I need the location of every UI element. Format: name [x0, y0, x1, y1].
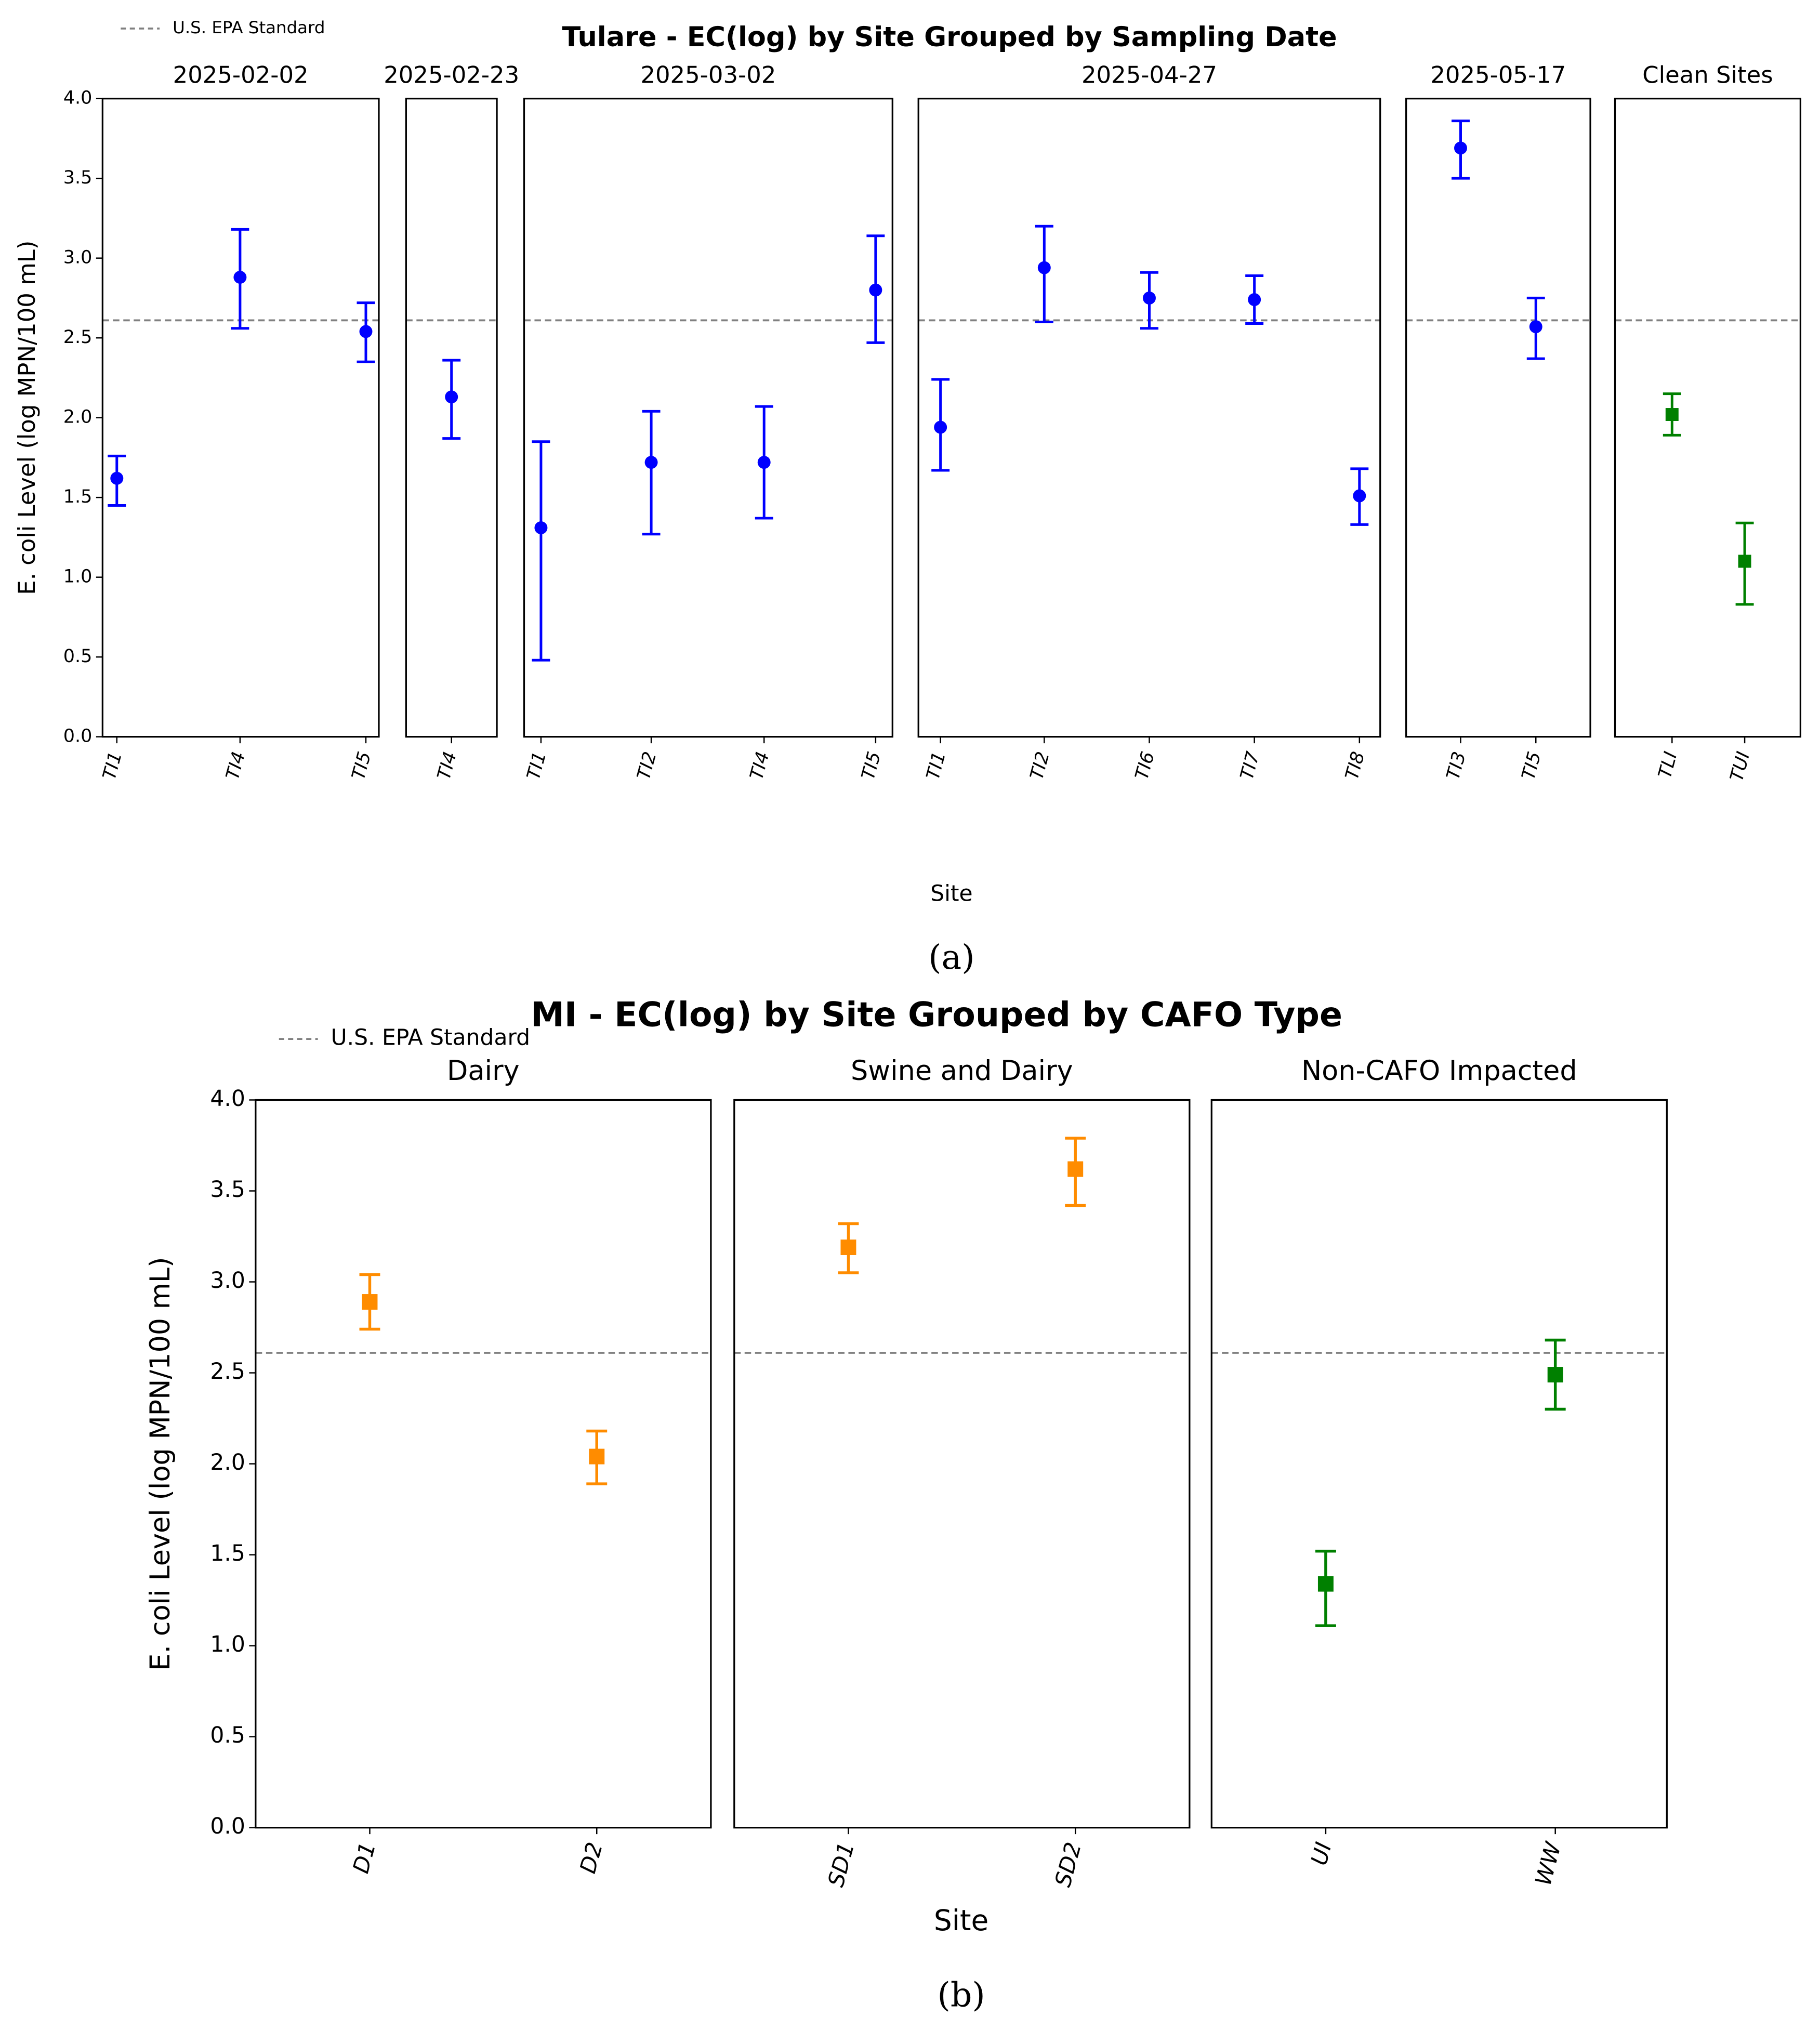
- y-tick-label: 4.0: [63, 88, 93, 109]
- panel-frame: [917, 98, 1381, 738]
- x-tick-label: TI1: [922, 749, 950, 782]
- y-tick-label: 1.0: [210, 1632, 245, 1657]
- y-tick-label: 1.0: [63, 566, 93, 587]
- x-tick-label: TLI: [1655, 749, 1682, 781]
- marker: [1529, 320, 1542, 334]
- marker: [110, 471, 124, 485]
- marker: [869, 283, 882, 297]
- x-tick-label: D1: [348, 1840, 381, 1876]
- x-axis-label: Site: [930, 881, 972, 907]
- marker: [644, 456, 658, 469]
- y-tick-label: 1.5: [63, 486, 93, 507]
- panel-title: 2025-02-23: [384, 61, 519, 88]
- x-tick-label: TI2: [1026, 749, 1054, 782]
- marker: [1547, 1367, 1563, 1383]
- marker: [757, 456, 771, 469]
- panel-frame: [405, 98, 498, 738]
- y-tick-label: 3.0: [210, 1268, 245, 1294]
- x-tick-label: TI1: [99, 749, 127, 782]
- y-tick-label: 4.0: [210, 1086, 245, 1112]
- y-tick-label: 0.0: [210, 1814, 245, 1839]
- marker: [1454, 141, 1467, 155]
- panel-frame: [1614, 98, 1802, 738]
- x-tick-label: UI: [1307, 1840, 1337, 1868]
- marker: [934, 420, 947, 434]
- panel-title: 2025-02-02: [173, 61, 309, 88]
- marker: [589, 1448, 605, 1465]
- y-tick-label: 2.0: [210, 1450, 245, 1475]
- y-axis-label: E. coli Level (log MPN/100 mL): [13, 241, 41, 595]
- y-axis-label: E. coli Level (log MPN/100 mL): [144, 1257, 176, 1671]
- x-tick-label: SD2: [1050, 1840, 1087, 1890]
- marker: [1143, 291, 1156, 305]
- marker: [1738, 555, 1751, 568]
- x-tick-label: TI8: [1342, 749, 1369, 782]
- marker: [1353, 489, 1366, 503]
- x-tick-label: TI6: [1131, 749, 1159, 782]
- panel-frame: [733, 1099, 1191, 1829]
- panel-title: 2025-04-27: [1082, 61, 1217, 88]
- y-tick-label: 0.0: [63, 726, 93, 747]
- x-tick-label: TI2: [634, 749, 661, 782]
- x-tick-label: TI5: [1518, 749, 1546, 782]
- panel-title: 2025-03-02: [640, 61, 776, 88]
- marker: [1317, 1576, 1334, 1592]
- marker: [359, 325, 373, 338]
- caption: (a): [928, 938, 974, 977]
- y-tick-label: 1.5: [210, 1541, 245, 1566]
- marker: [233, 271, 247, 284]
- x-tick-label: TI3: [1443, 749, 1470, 782]
- marker: [840, 1240, 856, 1255]
- chart-title: Tulare - EC(log) by Site Grouped by Samp…: [562, 21, 1337, 53]
- chart-title: MI - EC(log) by Site Grouped by CAFO Typ…: [531, 995, 1342, 1034]
- marker: [1248, 293, 1261, 306]
- panel-frame: [1210, 1099, 1668, 1829]
- panel-title: Swine and Dairy: [851, 1055, 1073, 1087]
- x-tick-label: TI1: [523, 749, 551, 782]
- panel-title: Non-CAFO Impacted: [1301, 1055, 1577, 1087]
- marker: [362, 1294, 378, 1310]
- y-tick-label: 0.5: [210, 1723, 245, 1748]
- x-axis-label: Site: [934, 1904, 988, 1937]
- marker: [1665, 408, 1679, 421]
- panel-frame: [1405, 98, 1591, 738]
- legend-label: U.S. EPA Standard: [331, 1025, 530, 1051]
- x-tick-label: TI4: [433, 749, 461, 782]
- y-tick-label: 2.5: [63, 327, 93, 348]
- y-tick-label: 0.5: [63, 646, 93, 667]
- x-tick-label: TI5: [348, 749, 376, 782]
- y-tick-label: 3.0: [63, 247, 93, 268]
- x-tick-label: TI7: [1236, 749, 1264, 782]
- panel-title: Dairy: [447, 1055, 520, 1087]
- panel-frame: [255, 1099, 712, 1829]
- panel-frame: [101, 98, 380, 738]
- caption: (b): [938, 1976, 985, 2015]
- x-tick-label: TI5: [858, 749, 886, 782]
- x-tick-label: WW: [1531, 1839, 1567, 1889]
- panel-title: 2025-05-17: [1430, 61, 1566, 88]
- y-tick-label: 3.5: [210, 1177, 245, 1203]
- marker: [445, 390, 458, 404]
- x-tick-label: TI4: [746, 749, 774, 782]
- marker: [1067, 1161, 1084, 1177]
- y-tick-label: 2.0: [63, 407, 93, 428]
- x-tick-label: D2: [575, 1840, 608, 1876]
- panel-title: Clean Sites: [1642, 61, 1773, 88]
- y-tick-label: 3.5: [63, 167, 93, 188]
- y-tick-label: 2.5: [210, 1359, 245, 1385]
- x-tick-label: SD1: [823, 1840, 860, 1890]
- marker: [1037, 261, 1051, 274]
- marker: [534, 521, 548, 534]
- x-tick-label: TI4: [222, 749, 250, 782]
- x-tick-label: TUI: [1726, 749, 1754, 784]
- panel-frame: [523, 98, 893, 738]
- legend-label: U.S. EPA Standard: [173, 18, 325, 37]
